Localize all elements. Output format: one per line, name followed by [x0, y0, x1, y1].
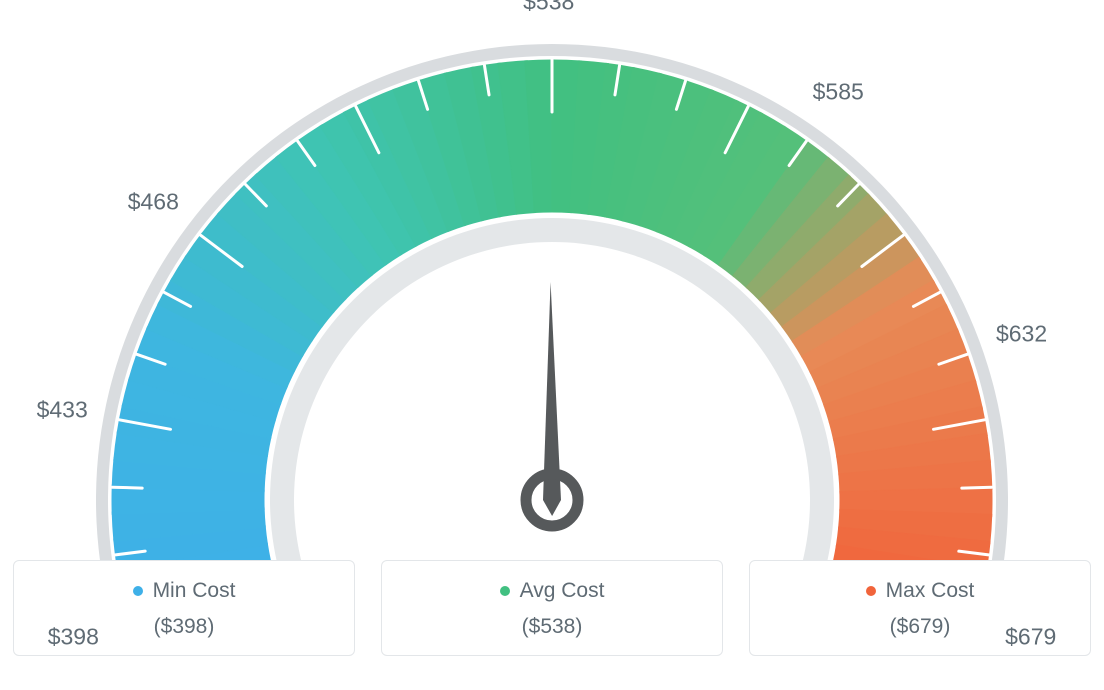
legend-title-avg: Avg Cost: [500, 579, 605, 603]
gauge-tick-label: $585: [813, 79, 864, 106]
gauge-tick-label: $679: [1005, 624, 1056, 651]
legend-label-max: Max Cost: [886, 579, 975, 603]
legend-row: Min Cost ($398) Avg Cost ($538) Max Cost…: [0, 560, 1104, 676]
legend-dot-max: [866, 586, 876, 596]
gauge-tick-label: $433: [37, 397, 88, 424]
legend-title-min: Min Cost: [133, 579, 236, 603]
legend-label-avg: Avg Cost: [520, 579, 605, 603]
legend-card-avg: Avg Cost ($538): [381, 560, 723, 656]
legend-value-avg: ($538): [392, 615, 712, 639]
legend-title-max: Max Cost: [866, 579, 975, 603]
legend-label-min: Min Cost: [153, 579, 236, 603]
gauge-svg: [0, 0, 1104, 560]
gauge-tick-label: $398: [48, 624, 99, 651]
gauge-tick-label: $632: [996, 321, 1047, 348]
gauge-tick-label: $468: [128, 188, 179, 215]
cost-gauge-chart: $398$433$468$538$585$632$679: [0, 0, 1104, 560]
legend-dot-avg: [500, 586, 510, 596]
gauge-tick-label: $538: [523, 0, 574, 16]
legend-dot-min: [133, 586, 143, 596]
